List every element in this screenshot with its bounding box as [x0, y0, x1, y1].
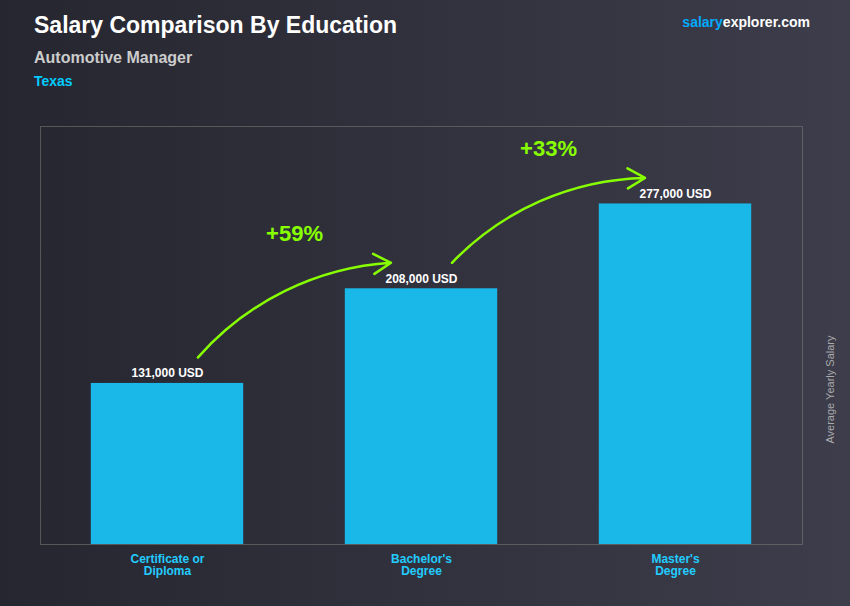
html-text:Texas: Texas	[34, 73, 73, 89]
html-text:Salary Comparison By Education: Salary Comparison By Education	[34, 12, 397, 38]
svg-text:131,000 USD: 131,000 USD	[131, 366, 203, 380]
svg-text:277,000 USD: 277,000 USD	[639, 187, 711, 201]
svg-text:Master'sDegree: Master'sDegree	[651, 552, 700, 578]
svg-text:+33%: +33%	[520, 136, 577, 161]
svg-text:Average Yearly Salary: Average Yearly Salary	[824, 335, 836, 444]
svg-text:+59%: +59%	[266, 221, 323, 246]
svg-text:Bachelor'sDegree: Bachelor'sDegree	[391, 552, 452, 578]
svg-text:Certificate orDiploma: Certificate orDiploma	[130, 552, 204, 578]
html-text:salary explorer.com: salary explorer.com	[682, 14, 810, 30]
html-text:Automotive Manager: Automotive Manager	[34, 49, 193, 66]
svg-text:208,000 USD: 208,000 USD	[385, 272, 457, 286]
